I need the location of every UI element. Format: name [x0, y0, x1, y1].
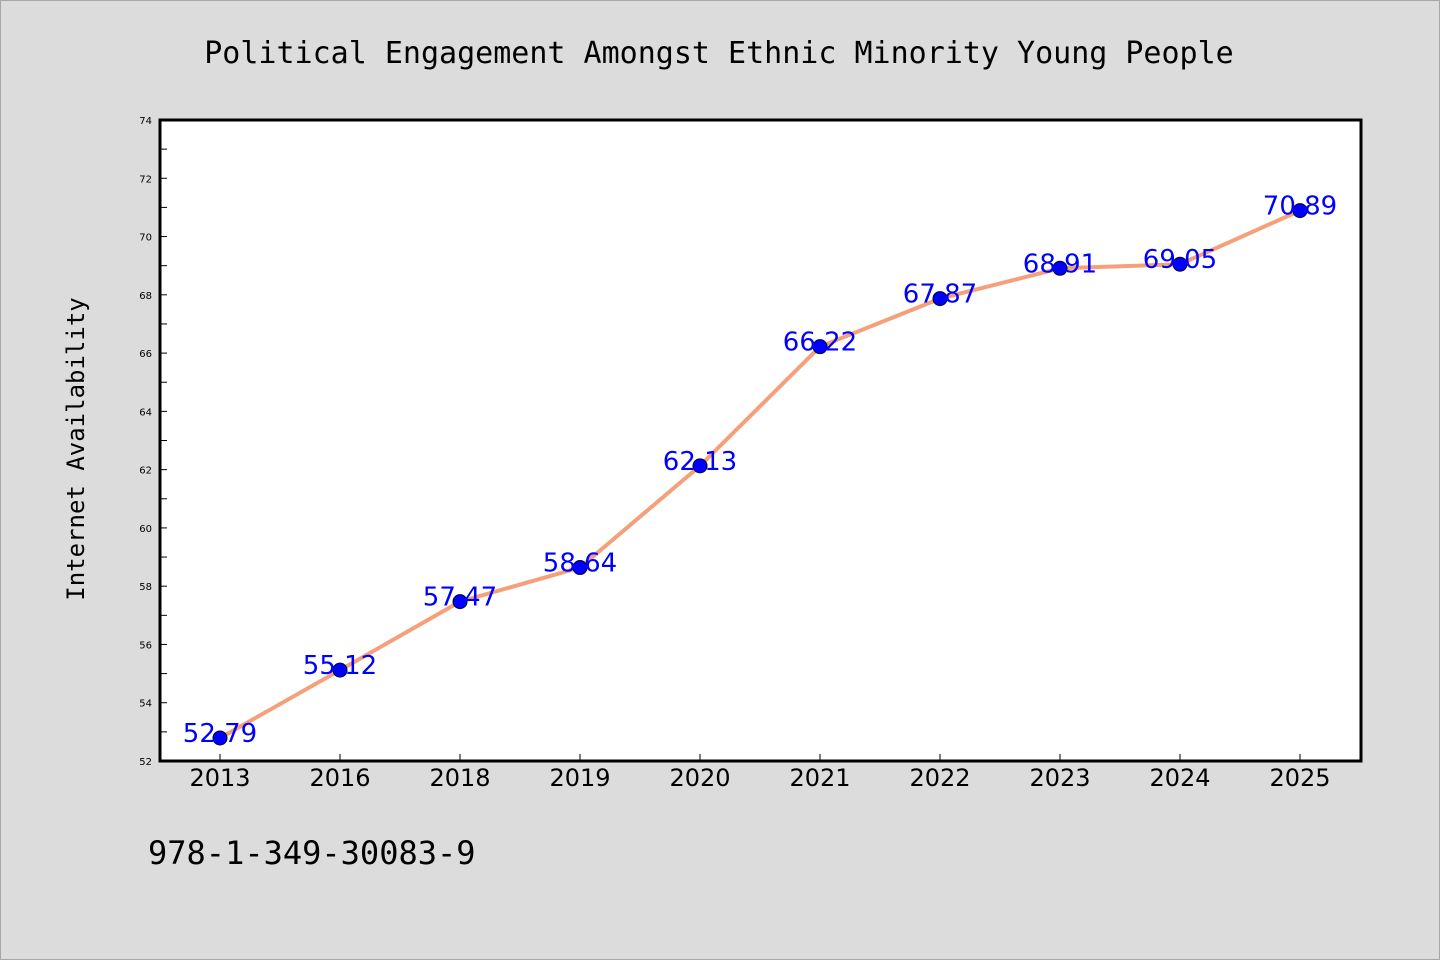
data-label: 57.47 — [423, 583, 497, 613]
data-point — [1052, 260, 1068, 276]
y-axis-label: Internet Availability — [62, 297, 90, 600]
data-point — [932, 291, 948, 307]
chart-title: Political Engagement Amongst Ethnic Mino… — [204, 36, 1234, 71]
x-tick-label: 2018 — [429, 764, 490, 792]
series-markers — [212, 203, 1308, 746]
series-polyline — [219, 208, 1301, 740]
isbn-text: 978-1-349-30083-9 — [148, 834, 476, 872]
x-tick-label: 2016 — [309, 764, 370, 792]
x-tick-label: 2019 — [549, 764, 610, 792]
x-tick-label: 2013 — [189, 764, 250, 792]
y-tick-label: 56 — [139, 640, 152, 651]
data-point — [812, 339, 828, 355]
x-tick-label: 2022 — [909, 764, 970, 792]
data-label: 55.12 — [303, 651, 377, 681]
plot-area — [158, 118, 1363, 763]
y-tick-label: 54 — [139, 699, 152, 710]
x-tick-label: 2020 — [669, 764, 730, 792]
data-point — [332, 662, 348, 678]
x-tick-label: 2021 — [789, 764, 850, 792]
y-tick-label: 60 — [139, 524, 152, 535]
data-point — [572, 560, 588, 576]
x-tick-label: 2025 — [1269, 764, 1330, 792]
data-label: 68.91 — [1023, 249, 1097, 279]
data-point — [1292, 203, 1308, 219]
y-tick-label: 66 — [139, 349, 152, 360]
data-point — [692, 458, 708, 474]
y-tick-label: 58 — [139, 582, 152, 593]
x-axis: 2013 2016 2018 2019 2020 2021 2022 2023 2024 2025 — [189, 754, 1331, 792]
x-tick-label: 2023 — [1029, 764, 1090, 792]
y-tick-label: 74 — [139, 116, 152, 127]
x-tick-label: 2024 — [1149, 764, 1210, 792]
data-label: 70.89 — [1263, 192, 1337, 222]
data-point — [452, 594, 468, 610]
y-tick-label: 70 — [139, 233, 152, 244]
data-label: 52.79 — [183, 719, 257, 749]
data-point — [1172, 256, 1188, 272]
data-point — [212, 730, 228, 746]
y-axis: 52 54 56 58 60 62 64 66 68 70 72 74 — [139, 116, 167, 768]
y-tick-label: 68 — [139, 291, 152, 302]
data-label: 58.64 — [543, 549, 617, 579]
y-tick-label: 72 — [139, 174, 152, 185]
series-line — [219, 208, 1301, 740]
y-tick-label: 52 — [139, 757, 152, 768]
data-label: 66.22 — [783, 328, 857, 358]
data-label: 62.13 — [663, 447, 737, 477]
y-tick-label: 64 — [139, 407, 152, 418]
data-labels: 52.79 55.12 57.47 58.64 62.13 66.22 67.87 68.91… — [183, 192, 1337, 749]
data-label: 69.05 — [1143, 245, 1217, 275]
data-label: 67.87 — [903, 280, 977, 310]
y-tick-label: 62 — [139, 466, 152, 477]
